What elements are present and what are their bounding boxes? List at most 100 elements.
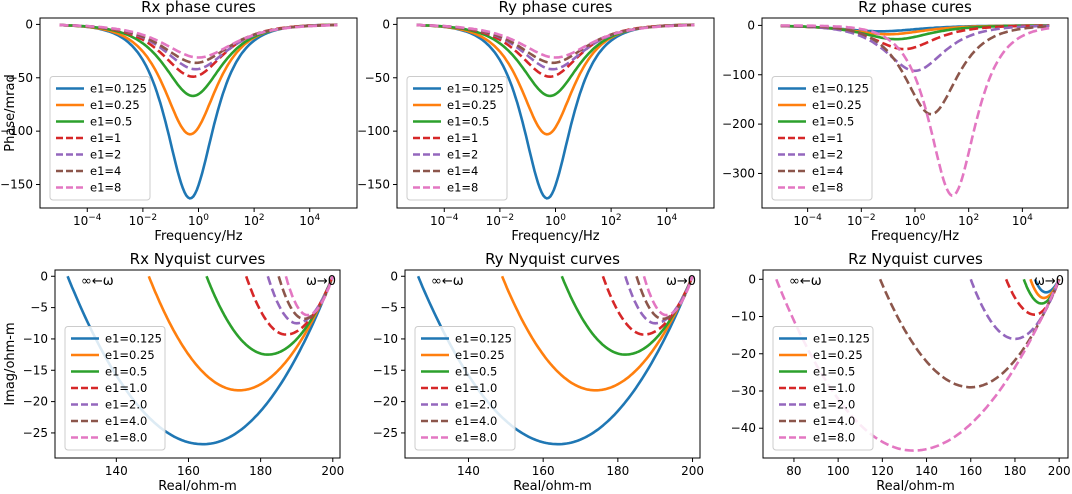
y-tick-label: −10 — [373, 332, 398, 346]
annotation-low-frequency: ω→0 — [666, 274, 696, 289]
legend-label: e1=4.0 — [455, 414, 497, 428]
legend-label: e1=0.5 — [105, 365, 147, 379]
series-line-7 — [642, 275, 694, 317]
legend: e1=0.125 e1=0.25 e1=0.5 e1=1.0 e1=2.0 e1=4.0 e… — [64, 326, 166, 451]
x-tick-label: 180 — [1004, 464, 1027, 478]
legend-label: e1=0.25 — [455, 348, 505, 362]
legend-label: e1=2.0 — [105, 398, 147, 412]
legend-label: e1=4 — [812, 164, 843, 178]
y-tick-label: −100 — [722, 68, 755, 82]
legend-label: e1=0.25 — [447, 98, 497, 112]
legend: e1=0.125 e1=0.25 e1=0.5 e1=1 e1=2 e1=4 e1=8 — [49, 76, 151, 201]
legend-label: e1=2.0 — [813, 398, 855, 412]
x-axis-label: Frequency/Hz — [154, 229, 242, 244]
legend-frame — [772, 326, 874, 451]
plot-frame — [54, 269, 341, 459]
y-tick-label: −20 — [23, 395, 48, 409]
legend-label: e1=8.0 — [105, 431, 147, 445]
plot-frame — [762, 269, 1069, 459]
y-tick-label: −50 — [8, 71, 33, 85]
y-tick-label: −300 — [722, 166, 755, 180]
x-tick-label: 200 — [1048, 464, 1071, 478]
y-tick-label: −10 — [731, 310, 756, 324]
legend-label: e1=0.25 — [105, 348, 155, 362]
x-tick-label: 100 — [188, 213, 209, 228]
y-tick-label: −10 — [23, 332, 48, 346]
legend-label: e1=0.25 — [90, 98, 140, 112]
y-tick-label: 0 — [25, 17, 33, 31]
legend-label: e1=0.5 — [813, 365, 855, 379]
series-group — [59, 23, 338, 200]
legend-label: e1=0.5 — [455, 365, 497, 379]
series-group — [416, 23, 695, 200]
y-tick-label: −50 — [365, 71, 390, 85]
annotation-low-frequency: ω→0 — [306, 274, 336, 289]
series-line-5 — [969, 278, 1061, 341]
chart-title: Rz Nyquist curves — [848, 250, 983, 268]
x-tick-label: 10−2 — [847, 213, 876, 228]
x-axis-label: Frequency/Hz — [871, 229, 959, 244]
legend-label: e1=8.0 — [455, 431, 497, 445]
y-tick-label: 0 — [747, 18, 755, 32]
legend-frame — [414, 326, 516, 451]
series-group — [780, 24, 1050, 197]
legend-label: e1=0.25 — [812, 98, 862, 112]
series-line-7 — [59, 23, 338, 59]
x-tick-label: 180 — [249, 464, 272, 478]
plot-frame — [404, 269, 701, 459]
y-axis-label: Phase/mrad — [3, 74, 18, 151]
legend-label: e1=4.0 — [813, 414, 855, 428]
x-tick-label: 140 — [457, 464, 480, 478]
legend-label: e1=4 — [447, 164, 478, 178]
legend-label: e1=1.0 — [105, 381, 147, 395]
chart-5: 140 160 180 200 0 −5 −10 −15 −20 −25 Ry Nyquist cu… — [373, 250, 704, 494]
x-tick-label: 160 — [532, 464, 555, 478]
y-tick-label: −150 — [0, 178, 33, 192]
x-tick-label: 10−2 — [129, 213, 158, 228]
x-tick-label: 102 — [958, 213, 979, 228]
legend-label: e1=1 — [90, 131, 121, 145]
chart-1: 10−4 10−2 100 102 104 0 −50 −100 −150 Rx phase cu… — [0, 0, 358, 244]
x-tick-label: 10−4 — [430, 213, 459, 228]
legend-label: e1=8 — [447, 181, 478, 195]
y-tick-label: −20 — [731, 347, 756, 361]
y-tick-label: −20 — [373, 395, 398, 409]
legend-label: e1=1 — [812, 131, 843, 145]
legend-label: e1=0.5 — [812, 115, 854, 129]
chart-title: Rx Nyquist curves — [130, 250, 266, 268]
y-tick-label: −30 — [731, 384, 756, 398]
legend: e1=0.125 e1=0.25 e1=0.5 e1=1.0 e1=2.0 e1=4.0 e… — [772, 326, 874, 451]
y-tick-label: −5 — [380, 301, 398, 315]
x-tick-label: 100 — [904, 213, 925, 228]
legend-label: e1=2 — [812, 148, 843, 162]
y-tick-label: −200 — [722, 117, 755, 131]
annotation-low-frequency: ω→0 — [1034, 274, 1064, 289]
legend: e1=0.125 e1=0.25 e1=0.5 e1=1 e1=2 e1=4 e1=8 — [771, 76, 873, 201]
x-tick-label: 102 — [601, 213, 622, 228]
y-tick-label: −100 — [357, 124, 390, 138]
y-axis-label: Imag/ohm-m — [3, 322, 18, 405]
y-tick-label: −15 — [23, 363, 48, 377]
legend-label: e1=8 — [812, 181, 843, 195]
x-tick-label: 100 — [545, 213, 566, 228]
legend-label: e1=0.125 — [105, 332, 162, 346]
x-tick-label: 10−4 — [73, 213, 102, 228]
x-tick-label: 104 — [656, 213, 677, 228]
y-tick-label: 0 — [748, 272, 756, 286]
legend: e1=0.125 e1=0.25 e1=0.5 e1=1 e1=2 e1=4 e1=8 — [406, 76, 508, 201]
x-tick-label: 80 — [786, 464, 801, 478]
legend-frame — [771, 76, 873, 201]
chart-title: Ry Nyquist curves — [485, 250, 620, 268]
legend-label: e1=2.0 — [455, 398, 497, 412]
x-tick-label: 10−4 — [793, 213, 822, 228]
chart-title: Rx phase cures — [141, 0, 256, 16]
x-tick-label: 180 — [606, 464, 629, 478]
annotation-high-frequency: ∞←ω — [431, 274, 464, 289]
x-tick-label: 140 — [915, 464, 938, 478]
y-tick-label: 0 — [390, 269, 398, 283]
x-axis-label: Real/ohm-m — [158, 479, 237, 494]
legend-label: e1=4 — [90, 164, 121, 178]
legend: e1=0.125 e1=0.25 e1=0.5 e1=1.0 e1=2.0 e1=4.0 e… — [414, 326, 516, 451]
legend-label: e1=0.125 — [812, 82, 869, 96]
legend-label: e1=2 — [447, 148, 478, 162]
